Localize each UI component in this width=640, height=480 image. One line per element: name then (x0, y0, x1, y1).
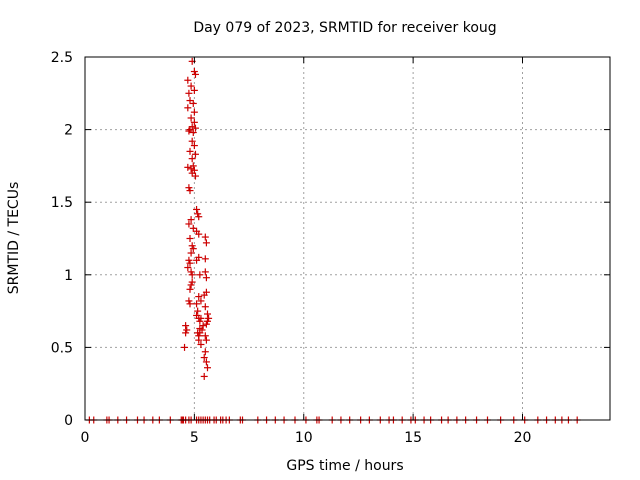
data-point (197, 297, 205, 305)
data-point (201, 303, 209, 311)
data-point (184, 163, 192, 171)
data-point (186, 300, 194, 308)
data-point (202, 239, 210, 247)
y-tick-label: 2.5 (51, 50, 73, 66)
data-point (187, 165, 195, 173)
data-point (197, 340, 205, 348)
data-point (187, 281, 195, 289)
data-point (201, 255, 209, 263)
data-point (197, 314, 205, 322)
data-point (202, 274, 210, 282)
x-tick-label: 10 (295, 430, 313, 446)
data-point (195, 336, 203, 344)
data-point (187, 114, 195, 122)
data-point (189, 99, 197, 107)
data-point (193, 256, 201, 264)
data-point (187, 82, 195, 90)
y-tick-label: 2 (64, 123, 73, 139)
data-point (204, 364, 211, 372)
data-point (196, 271, 204, 279)
data-point (191, 150, 199, 158)
data-point (188, 271, 196, 279)
data-point (186, 285, 194, 293)
data-point (201, 233, 209, 241)
x-tick-label: 15 (404, 430, 422, 446)
data-point (186, 147, 194, 155)
y-tick-label: 0.5 (51, 340, 73, 356)
data-point (201, 348, 209, 356)
data-point (196, 325, 204, 333)
data-point (201, 268, 209, 276)
data-point (204, 317, 211, 325)
data-point (187, 249, 195, 257)
data-point (186, 235, 194, 242)
data-point (202, 336, 210, 344)
data-point (185, 127, 193, 135)
data-point (190, 118, 198, 126)
data-point (194, 307, 202, 315)
data-point (182, 322, 190, 330)
data-point (184, 264, 192, 272)
data-point (191, 172, 199, 180)
data-point (187, 216, 195, 224)
data-point (202, 358, 210, 366)
plot-frame (84, 56, 611, 421)
data-point (189, 129, 197, 137)
data-point (204, 310, 211, 318)
data-point (190, 86, 198, 94)
axis-ticks: 0 5 10 15 20 0 0.5 1 1.5 2 2.5 (51, 50, 610, 446)
y-tick-label: 1.5 (51, 195, 73, 211)
data-point (184, 76, 192, 84)
data-points (85, 57, 581, 424)
data-point (191, 124, 199, 132)
data-point (200, 372, 208, 380)
y-tick-label: 1 (64, 268, 73, 284)
data-point (184, 104, 192, 112)
data-point (186, 187, 194, 195)
data-point (188, 155, 196, 163)
data-point (185, 220, 193, 228)
y-axis-label: SRMTID / TECUs (6, 182, 22, 295)
x-axis-label: GPS time / hours (286, 458, 403, 474)
data-point (195, 293, 203, 301)
x-tick-label: 20 (514, 430, 532, 446)
data-point (200, 354, 208, 362)
data-point (191, 70, 199, 78)
data-point (189, 245, 197, 253)
data-point (188, 137, 196, 145)
x-tick-label: 5 (190, 430, 199, 446)
data-point (195, 230, 203, 238)
data-point (190, 108, 198, 116)
data-point (186, 259, 194, 267)
data-point (182, 329, 190, 337)
x-tick-label: 0 (81, 430, 90, 446)
data-point (193, 205, 201, 213)
data-point (185, 89, 193, 97)
data-point (194, 329, 202, 337)
gridlines (85, 57, 610, 420)
y-tick-label: 0 (64, 413, 73, 429)
data-point (201, 332, 209, 340)
data-point (195, 213, 203, 221)
data-point (200, 291, 208, 299)
data-point (190, 142, 198, 150)
data-point (181, 343, 189, 351)
chart-title: Day 079 of 2023, SRMTID for receiver kou… (193, 20, 496, 36)
data-point (193, 300, 201, 308)
